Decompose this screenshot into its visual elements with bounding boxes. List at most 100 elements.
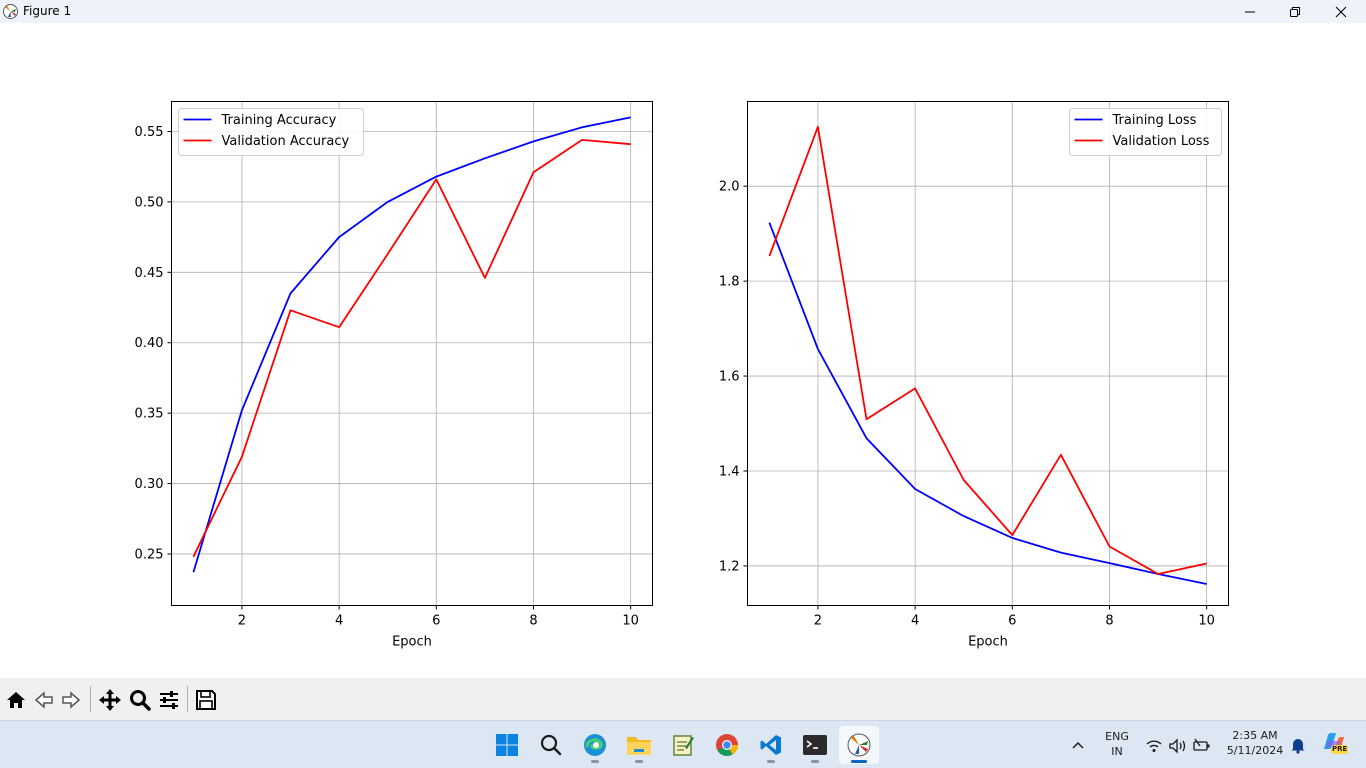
chart2-y-tick-label: 1.4 [719,464,740,479]
chevron-up-icon [1072,741,1084,749]
language-code: ENG [1105,730,1129,743]
chart1-series-training-line [192,116,631,573]
copilot-button[interactable]: PRE [1320,731,1350,759]
restore-icon [1290,6,1300,17]
save-button[interactable] [193,687,219,713]
running-indicator [811,760,819,763]
chart2-legend-label: Validation Loss [1113,134,1210,149]
chart2-x-tick-label: 10 [1198,614,1215,629]
chart1-y-tick-label: 0.30 [135,477,164,492]
minimize-icon [1245,11,1255,12]
chart1-x-axis-label: Epoch [392,635,432,650]
chart2-y-tick-label: 1.8 [719,275,740,290]
clock[interactable]: 2:35 AM 5/11/2024 [1222,729,1288,757]
toolbar-separator [187,686,188,712]
chart2-x-tick-label: 6 [1008,614,1016,629]
pan-button[interactable] [97,687,123,713]
clock-time: 2:35 AM [1232,729,1278,742]
vscode-icon [760,735,781,755]
notepad-icon [673,735,694,756]
chart1-legend-label: Training Accuracy [221,113,337,128]
taskbar-search-button[interactable] [531,726,571,764]
chart1-x-tick-label: 2 [238,614,246,629]
matplotlib-app-icon [3,4,18,19]
quick-settings-button[interactable] [1143,736,1211,756]
navigation-toolbar [0,678,1366,720]
chart2-y-tick-label: 2.0 [719,180,740,195]
matplotlib-icon [847,733,871,757]
chart1-y-tick-label: 0.25 [135,547,164,562]
configure-subplots-icon [160,691,178,709]
chart2-series-validation-line [768,125,1207,575]
chart1-x-tick-label: 6 [432,614,440,629]
chart2-y-tick-label: 1.2 [719,559,740,574]
chart1-legend-label: Validation Accuracy [222,134,350,149]
wifi-icon [1146,740,1162,752]
chart1-x-tick-label: 8 [529,614,537,629]
taskbar-app-file-explorer[interactable] [619,726,659,764]
restore-button[interactable] [1272,0,1318,23]
quick-settings-icons [1146,738,1210,754]
zoom-button[interactable] [127,687,153,713]
chart2-x-tick-label: 2 [814,614,822,629]
chart1-x-tick-label: 10 [622,614,639,629]
language-indicator[interactable]: ENG IN [1100,730,1134,758]
taskbar-app-chrome[interactable] [707,726,747,764]
close-button[interactable] [1318,0,1364,23]
chart2-x-axis-label: Epoch [968,635,1008,650]
chrome-icon [716,734,738,756]
clock-date: 5/11/2024 [1226,744,1284,757]
show-hidden-icons-button[interactable] [1068,736,1088,758]
taskbar-app-matplotlib[interactable] [839,726,879,764]
bell-icon [1291,739,1305,754]
chart2-axes-frame [747,101,1229,606]
home-button[interactable] [3,687,29,713]
running-indicator [591,760,599,763]
forward-button[interactable] [58,687,84,713]
chart2-y-tick-label: 1.6 [719,370,740,385]
terminal-icon [803,735,827,755]
chart1-axes-frame [171,101,653,606]
keyboard-region: IN [1111,745,1123,758]
zoom-icon [130,690,151,711]
chart2-legend-box [1069,108,1222,156]
window-title: Figure 1 [23,4,72,18]
home-icon [7,692,25,708]
chart2-legend-label: Training Loss [1112,113,1197,128]
volume-icon [1169,738,1186,754]
figure-svg: 2 4 6 8 10 0.25 0.30 0.35 0.40 0.45 0.50 0.55 Epoch T… [135,101,1229,650]
chart2-series-training-line [768,222,1207,585]
chart1-y-tick-label: 0.50 [135,195,164,210]
edge-icon [584,734,606,756]
running-indicator [635,760,643,763]
chart1-y-tick-label: 0.45 [135,266,164,281]
running-indicator [767,760,775,763]
active-indicator [851,760,867,763]
pan-icon [99,689,121,711]
taskbar-app-vscode[interactable] [751,726,791,764]
taskbar-app-edge[interactable] [575,726,615,764]
minimize-button[interactable] [1227,0,1273,23]
back-button[interactable] [31,687,57,713]
chart1-series-validation-line [192,139,631,558]
back-arrow-icon [34,691,53,709]
taskbar-app-notepad[interactable] [663,726,703,764]
taskbar-app-terminal[interactable] [795,726,835,764]
chart1-x-tick-label: 4 [335,614,343,629]
title-bar: Figure 1 [0,0,1366,23]
configure-subplots-button[interactable] [156,687,182,713]
chart1-legend-box [178,108,364,156]
battery-icon [1193,738,1210,751]
chart1-y-tick-label: 0.40 [135,336,164,351]
chart2-x-tick-label: 8 [1105,614,1113,629]
chart1-y-tick-label: 0.35 [135,407,164,422]
forward-arrow-icon [62,691,81,709]
figure-canvas[interactable]: 2 4 6 8 10 0.25 0.30 0.35 0.40 0.45 0.50 0.55 Epoch T… [0,23,1366,678]
search-icon [540,734,562,756]
toolbar-separator [90,686,91,712]
copilot-preview-badge: PRE [1331,745,1349,754]
notifications-button[interactable] [1289,736,1307,758]
chart1-y-tick-label: 0.55 [135,125,164,140]
save-icon [196,690,216,710]
start-button[interactable] [487,726,527,764]
